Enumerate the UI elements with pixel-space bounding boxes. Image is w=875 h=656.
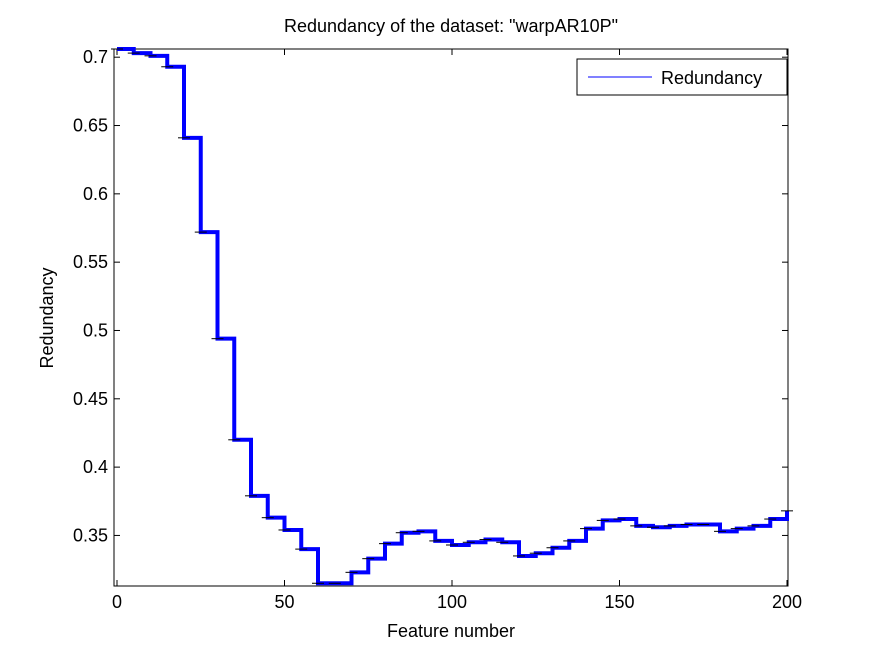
x-tick-label: 200 [772,592,802,612]
x-tick-label: 50 [274,592,294,612]
y-tick-label: 0.35 [73,525,108,545]
y-tick-label: 0.4 [83,457,108,477]
legend: Redundancy [576,58,788,96]
y-tick-label: 0.6 [83,184,108,204]
series-layer [111,47,793,586]
y-tick-label: 0.7 [83,47,108,67]
y-axis-label: Redundancy [37,267,57,368]
y-tick-label: 0.45 [73,389,108,409]
legend-label: Redundancy [661,68,762,88]
y-tick-label: 0.55 [73,252,108,272]
plot-area [113,48,789,587]
y-axis: 0.35 0.4 0.45 0.5 0.55 0.6 0.65 0.7 [73,47,788,545]
x-axis-label: Feature number [387,621,515,641]
x-tick-label: 150 [604,592,634,612]
y-tick-label: 0.5 [83,320,108,340]
x-axis: 0 50 100 150 200 [112,49,802,612]
x-tick-label: 0 [112,592,122,612]
x-tick-label: 100 [437,592,467,612]
chart-title: Redundancy of the dataset: "warpAR10P" [284,16,618,36]
y-tick-label: 0.65 [73,116,108,136]
